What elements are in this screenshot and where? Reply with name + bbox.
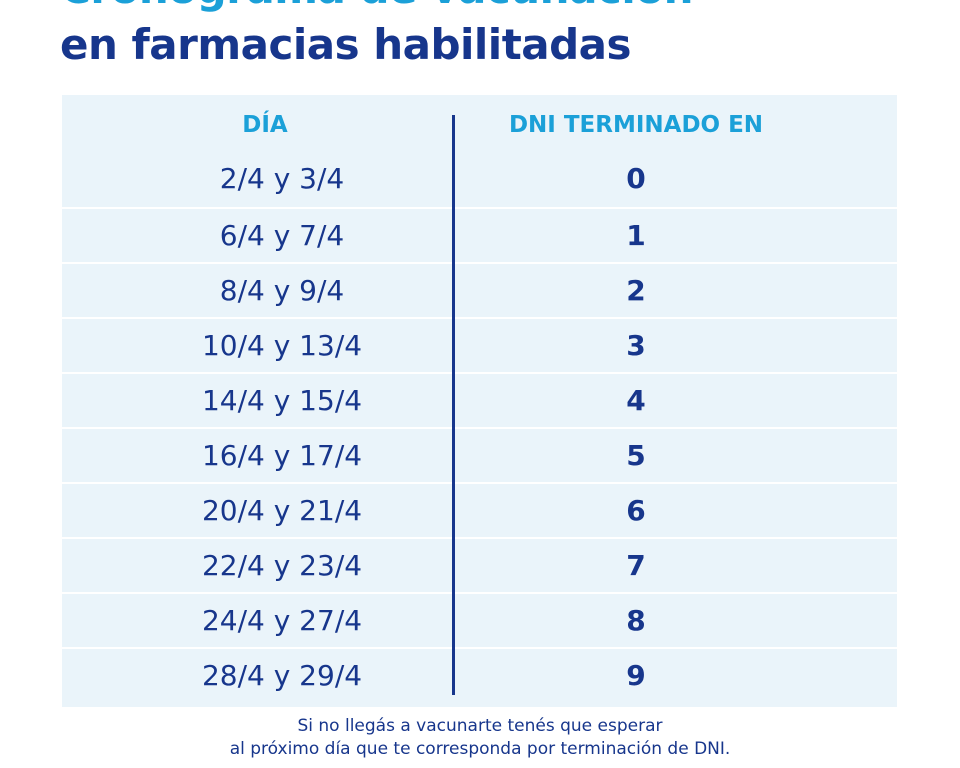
dni-text: 5 bbox=[626, 439, 646, 472]
dni-text: 9 bbox=[626, 659, 646, 692]
dni-text: 2 bbox=[626, 274, 646, 307]
table-row: 24/4 y 27/4 8 bbox=[62, 592, 897, 647]
table-row: 10/4 y 13/4 3 bbox=[62, 317, 897, 372]
date-text: 10/4 y 13/4 bbox=[201, 329, 363, 362]
dni-text: 3 bbox=[626, 329, 646, 362]
dni-text: 8 bbox=[626, 604, 646, 637]
table-row: 28/4 y 29/4 9 bbox=[62, 647, 897, 702]
date-text: 24/4 y 27/4 bbox=[201, 604, 363, 637]
column-divider bbox=[452, 115, 455, 695]
date-text: 6/4 y 7/4 bbox=[219, 219, 345, 252]
table-row: 14/4 y 15/4 4 bbox=[62, 372, 897, 427]
dni-text: 1 bbox=[626, 219, 646, 252]
table-row: 22/4 y 23/4 7 bbox=[62, 537, 897, 592]
title-line: Cronograma de vacunación bbox=[60, 0, 693, 13]
date-text: 14/4 y 15/4 bbox=[201, 384, 363, 417]
table-row: 2/4 y 3/4 0 bbox=[62, 152, 897, 207]
date-text: 16/4 y 17/4 bbox=[201, 439, 363, 472]
table-row: 20/4 y 21/4 6 bbox=[62, 482, 897, 537]
title-line: en farmacias habilitadas bbox=[60, 20, 632, 69]
table-background bbox=[62, 95, 897, 707]
table-row: 16/4 y 17/4 5 bbox=[62, 427, 897, 482]
column-header: DÍA bbox=[242, 112, 288, 138]
date-text: 2/4 y 3/4 bbox=[219, 162, 345, 195]
dni-text: 4 bbox=[626, 384, 646, 417]
column-header: DNI TERMINADO EN bbox=[508, 112, 764, 138]
date-text: 28/4 y 29/4 bbox=[201, 659, 363, 692]
table-row: 6/4 y 7/4 1 bbox=[62, 207, 897, 262]
footer-line: Si no llegás a vacunarte tenés que esper… bbox=[297, 716, 663, 736]
date-text: 22/4 y 23/4 bbox=[201, 549, 363, 582]
table-row: 8/4 y 9/4 2 bbox=[62, 262, 897, 317]
date-text: 8/4 y 9/4 bbox=[219, 274, 345, 307]
footer-line: al próximo día que te corresponda por te… bbox=[229, 739, 731, 759]
date-text: 20/4 y 21/4 bbox=[201, 494, 363, 527]
dni-text: 6 bbox=[626, 494, 646, 527]
dni-text: 0 bbox=[626, 162, 646, 195]
dni-text: 7 bbox=[626, 549, 646, 582]
